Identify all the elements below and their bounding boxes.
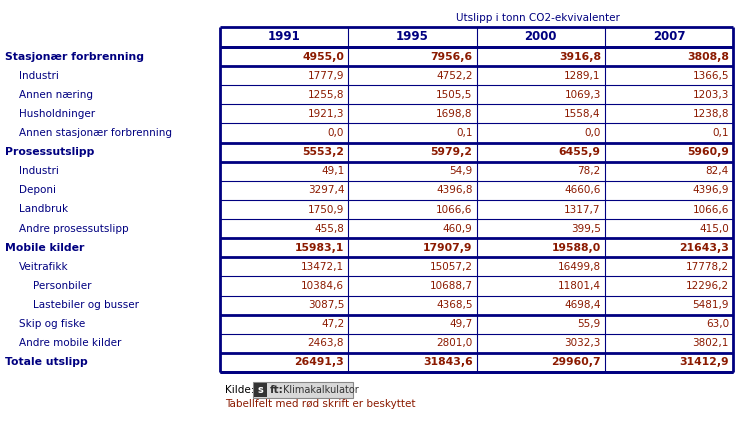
- Text: Tabellfelt med rød skrift er beskyttet: Tabellfelt med rød skrift er beskyttet: [225, 399, 415, 409]
- Text: 1289,1: 1289,1: [565, 71, 601, 81]
- Text: 15983,1: 15983,1: [295, 243, 344, 253]
- Text: 17778,2: 17778,2: [686, 262, 729, 272]
- Text: 49,1: 49,1: [321, 166, 344, 176]
- Text: 0,1: 0,1: [712, 128, 729, 138]
- Text: 5553,2: 5553,2: [303, 147, 344, 157]
- Text: 1921,3: 1921,3: [308, 109, 344, 119]
- Text: 5481,9: 5481,9: [692, 300, 729, 310]
- Text: 1750,9: 1750,9: [308, 205, 344, 215]
- Text: 5979,2: 5979,2: [430, 147, 472, 157]
- Text: Mobile kilder: Mobile kilder: [5, 243, 84, 253]
- Text: Lastebiler og busser: Lastebiler og busser: [33, 300, 139, 310]
- Text: 63,0: 63,0: [706, 319, 729, 329]
- Text: Totale utslipp: Totale utslipp: [5, 357, 88, 368]
- Bar: [253, 382, 353, 398]
- Text: Landbruk: Landbruk: [19, 205, 68, 215]
- Bar: [254, 383, 267, 397]
- Text: 19588,0: 19588,0: [551, 243, 601, 253]
- Text: 7956,6: 7956,6: [430, 52, 472, 61]
- Text: 6455,9: 6455,9: [559, 147, 601, 157]
- Text: 3032,3: 3032,3: [565, 338, 601, 348]
- Text: 4368,5: 4368,5: [436, 300, 472, 310]
- Text: Skip og fiske: Skip og fiske: [19, 319, 86, 329]
- Text: s: s: [257, 385, 263, 395]
- Text: 3087,5: 3087,5: [308, 300, 344, 310]
- Text: 17907,9: 17907,9: [423, 243, 472, 253]
- Text: 1066,6: 1066,6: [436, 205, 472, 215]
- Text: Deponi: Deponi: [19, 185, 56, 195]
- Text: 3808,8: 3808,8: [687, 52, 729, 61]
- Text: 460,9: 460,9: [443, 224, 472, 233]
- Text: Husholdninger: Husholdninger: [19, 109, 95, 119]
- Text: 0,0: 0,0: [584, 128, 601, 138]
- Text: 5960,9: 5960,9: [687, 147, 729, 157]
- Text: 2801,0: 2801,0: [436, 338, 472, 348]
- Text: 0,0: 0,0: [328, 128, 344, 138]
- Text: 1238,8: 1238,8: [692, 109, 729, 119]
- Text: 82,4: 82,4: [706, 166, 729, 176]
- Text: Annen næring: Annen næring: [19, 90, 93, 100]
- Text: 16499,8: 16499,8: [558, 262, 601, 272]
- Text: 10688,7: 10688,7: [430, 281, 472, 291]
- Text: 3297,4: 3297,4: [308, 185, 344, 195]
- Text: 3802,1: 3802,1: [693, 338, 729, 348]
- Text: 4396,9: 4396,9: [692, 185, 729, 195]
- Text: 13472,1: 13472,1: [301, 262, 344, 272]
- Text: 1995: 1995: [396, 31, 429, 43]
- Text: 1317,7: 1317,7: [565, 205, 601, 215]
- Text: 455,8: 455,8: [314, 224, 344, 233]
- Text: 1777,9: 1777,9: [308, 71, 344, 81]
- Text: 415,0: 415,0: [699, 224, 729, 233]
- Text: 1069,3: 1069,3: [565, 90, 601, 100]
- Text: 4698,4: 4698,4: [565, 300, 601, 310]
- Text: 2000: 2000: [525, 31, 557, 43]
- Text: 12296,2: 12296,2: [686, 281, 729, 291]
- Text: ft:: ft:: [270, 385, 283, 395]
- Text: 4396,8: 4396,8: [436, 185, 472, 195]
- Text: 10384,6: 10384,6: [301, 281, 344, 291]
- Text: 4955,0: 4955,0: [303, 52, 344, 61]
- Text: Veitrafikk: Veitrafikk: [19, 262, 69, 272]
- Text: 54,9: 54,9: [449, 166, 472, 176]
- Text: Stasjonær forbrenning: Stasjonær forbrenning: [5, 52, 144, 61]
- Text: 1255,8: 1255,8: [308, 90, 344, 100]
- Text: 1505,5: 1505,5: [436, 90, 472, 100]
- Text: 1698,8: 1698,8: [436, 109, 472, 119]
- Text: 4752,2: 4752,2: [436, 71, 472, 81]
- Text: 3916,8: 3916,8: [559, 52, 601, 61]
- Text: 11801,4: 11801,4: [558, 281, 601, 291]
- Text: 31843,6: 31843,6: [423, 357, 472, 368]
- Text: Personbiler: Personbiler: [33, 281, 92, 291]
- Text: 29960,7: 29960,7: [551, 357, 601, 368]
- Text: 2463,8: 2463,8: [308, 338, 344, 348]
- Text: Prosessutslipp: Prosessutslipp: [5, 147, 94, 157]
- Text: 1203,3: 1203,3: [693, 90, 729, 100]
- Text: 2007: 2007: [652, 31, 685, 43]
- Text: 15057,2: 15057,2: [430, 262, 472, 272]
- Text: 26491,3: 26491,3: [294, 357, 344, 368]
- Text: 1366,5: 1366,5: [692, 71, 729, 81]
- Text: Andre mobile kilder: Andre mobile kilder: [19, 338, 121, 348]
- Text: 1558,4: 1558,4: [565, 109, 601, 119]
- Text: 49,7: 49,7: [449, 319, 472, 329]
- Text: 31412,9: 31412,9: [680, 357, 729, 368]
- Text: Klimakalkulator: Klimakalkulator: [283, 385, 359, 395]
- Text: 4660,6: 4660,6: [565, 185, 601, 195]
- Text: 21643,3: 21643,3: [679, 243, 729, 253]
- Text: 55,9: 55,9: [578, 319, 601, 329]
- Text: Industri: Industri: [19, 166, 59, 176]
- Text: Kilde:: Kilde:: [225, 385, 255, 395]
- Text: 0,1: 0,1: [456, 128, 472, 138]
- Text: Annen stasjonær forbrenning: Annen stasjonær forbrenning: [19, 128, 172, 138]
- Text: 47,2: 47,2: [321, 319, 344, 329]
- Text: Industri: Industri: [19, 71, 59, 81]
- Text: 1066,6: 1066,6: [693, 205, 729, 215]
- Text: Utslipp i tonn CO2-ekvivalenter: Utslipp i tonn CO2-ekvivalenter: [457, 13, 621, 23]
- Text: Andre prosessutslipp: Andre prosessutslipp: [19, 224, 128, 233]
- Text: 78,2: 78,2: [578, 166, 601, 176]
- Text: 1991: 1991: [268, 31, 300, 43]
- Text: 399,5: 399,5: [571, 224, 601, 233]
